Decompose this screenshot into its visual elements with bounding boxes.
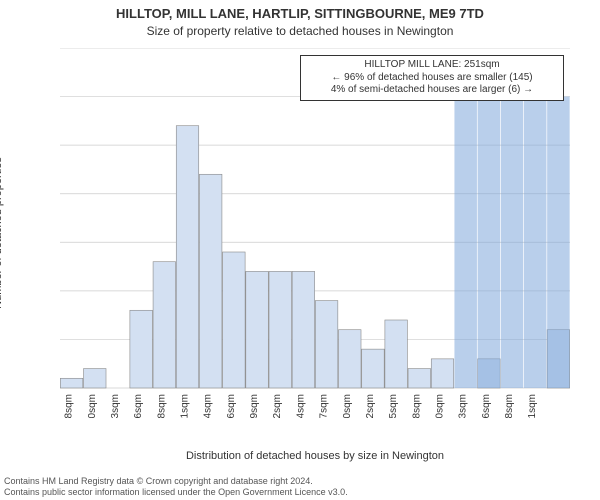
highlight-bar (501, 97, 523, 388)
x-tick-label: 126sqm (226, 394, 237, 418)
histogram-bar (362, 349, 384, 388)
chart-container: HILLTOP, MILL LANE, HARTLIP, SITTINGBOUR… (0, 0, 600, 500)
x-tick-label: 190sqm (342, 394, 353, 418)
annotation-line1: HILLTOP MILL LANE: 251sqm (306, 59, 558, 72)
x-axis-label: Distribution of detached houses by size … (60, 450, 570, 462)
plot-area: 0510152025303538sqm50sqm63sqm76sqm88sqm1… (60, 48, 570, 418)
x-tick-label: 76sqm (133, 394, 144, 418)
footer-line2: Contains public sector information licen… (4, 487, 348, 498)
x-tick-label: 278sqm (504, 394, 515, 418)
chart-subtitle: Size of property relative to detached ho… (0, 24, 600, 38)
histogram-bar (130, 310, 152, 388)
histogram-bar (408, 369, 430, 388)
histogram-bar (223, 252, 245, 388)
x-tick-label: 114sqm (203, 394, 214, 418)
annotation-line3: 4% of semi-detached houses are larger (6… (306, 84, 558, 97)
histogram-bar (385, 320, 407, 388)
highlight-bar (478, 97, 500, 388)
x-tick-label: 101sqm (180, 394, 191, 418)
histogram-bar (431, 359, 453, 388)
x-tick-label: 291sqm (527, 394, 538, 418)
x-tick-label: 152sqm (272, 394, 283, 418)
x-tick-label: 253sqm (458, 394, 469, 418)
x-tick-label: 228sqm (411, 394, 422, 418)
y-axis-label: Number of detached properties (0, 48, 12, 418)
x-tick-label: 202sqm (365, 394, 376, 418)
x-tick-label: 266sqm (481, 394, 492, 418)
histogram-bar (84, 369, 106, 388)
histogram-bar (246, 271, 268, 388)
highlight-bar (454, 97, 476, 388)
highlight-bar (547, 97, 569, 388)
x-tick-label: 50sqm (87, 394, 98, 418)
annotation-line2: ← 96% of detached houses are smaller (14… (306, 72, 558, 85)
x-tick-label: 139sqm (249, 394, 260, 418)
footer-line1: Contains HM Land Registry data © Crown c… (4, 476, 348, 487)
x-tick-label: 177sqm (319, 394, 330, 418)
x-tick-label: 240sqm (435, 394, 446, 418)
chart-svg: 0510152025303538sqm50sqm63sqm76sqm88sqm1… (60, 48, 570, 418)
histogram-bar (339, 330, 361, 388)
x-tick-label: 164sqm (295, 394, 306, 418)
histogram-bar (176, 126, 198, 388)
chart-title: HILLTOP, MILL LANE, HARTLIP, SITTINGBOUR… (0, 6, 600, 21)
x-tick-label: 38sqm (64, 394, 75, 418)
x-tick-label: 215sqm (388, 394, 399, 418)
x-tick-label: 63sqm (110, 394, 121, 418)
histogram-bar (315, 301, 337, 388)
histogram-bar (292, 271, 314, 388)
x-tick-label: 88sqm (156, 394, 167, 418)
histogram-bar (199, 174, 221, 388)
histogram-bar (60, 378, 82, 388)
histogram-bar (269, 271, 291, 388)
annotation-box: HILLTOP MILL LANE: 251sqm ← 96% of detac… (300, 55, 564, 101)
highlight-bar (524, 97, 546, 388)
histogram-bar (153, 262, 175, 388)
footer-text: Contains HM Land Registry data © Crown c… (4, 476, 348, 498)
